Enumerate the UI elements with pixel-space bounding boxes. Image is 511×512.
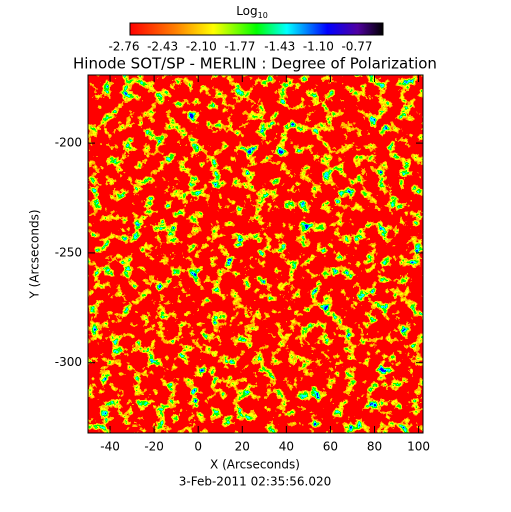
colorbar-tick-label: -2.10 [186,40,217,54]
x-tick-label: 40 [279,440,294,454]
x-tick-label: 60 [323,440,338,454]
plot-frame [87,74,424,434]
colorbar-tick-label: -2.43 [147,40,178,54]
x-tick-label: 20 [235,440,250,454]
chart-title: Hinode SOT/SP - MERLIN : Degree of Polar… [73,55,437,73]
colorbar [129,22,384,36]
colorbar-tick-label: -1.10 [303,40,334,54]
polarization-image [88,75,423,433]
colorbar-label: Log10 [236,4,268,20]
x-tick-label: -20 [144,440,164,454]
date-label: 3-Feb-2011 02:35:56.020 [179,475,332,489]
colorbar-tick-label: -0.77 [341,40,372,54]
y-tick-label: -250 [55,245,82,259]
colorbar-tick-label: -1.77 [224,40,255,54]
x-axis-label: X (Arcseconds) [210,458,300,472]
x-tick-label: -40 [100,440,120,454]
x-tick-label: 80 [367,440,382,454]
colorbar-tick-label: -1.43 [264,40,295,54]
y-tick-label: -200 [55,136,82,150]
colorbar-tick-label: -2.76 [108,40,139,54]
x-tick-label: 100 [407,440,430,454]
y-axis-label: Y (Arcseconds) [28,209,42,299]
x-tick-label: 0 [194,440,202,454]
y-tick-label: -300 [55,355,82,369]
